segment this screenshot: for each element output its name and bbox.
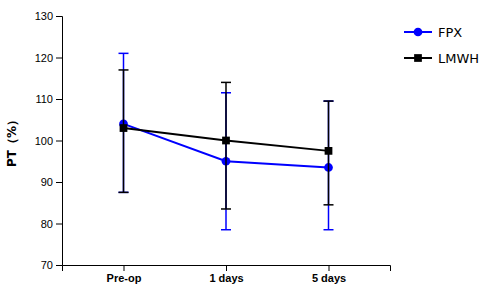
y-tick: 80 [41,218,62,230]
y-tick-label: 90 [41,176,53,188]
error-bar [324,101,334,230]
y-tick: 90 [41,176,62,188]
x-tick-label: 1 days [209,272,243,284]
y-axis: 70 80 90 100 110 120 130 [35,10,63,271]
error-bar-cap [119,53,129,55]
error-bar-stem [123,53,125,192]
y-tick: 110 [35,93,62,105]
x-tick-mark [226,265,227,271]
error-bar [119,70,129,192]
x-axis: Pre-op 1 days 5 days [63,265,391,284]
legend-label: LMWH [438,51,479,66]
error-bar [119,53,129,192]
error-bar [221,82,231,209]
y-axis-title: PT（%） [5,114,19,167]
y-tick-label: 70 [41,259,53,271]
error-bar-cap [119,69,129,71]
y-tick-label: 110 [35,93,53,105]
y-tick: 100 [35,135,62,147]
legend-label: FPX [438,25,462,40]
error-bar-stem [225,82,227,209]
y-tick-mark [56,141,62,142]
x-tick-label: Pre-op [107,272,142,284]
series [119,70,334,209]
x-tick-mark [329,265,330,271]
x-tick: Pre-op [107,265,142,284]
chart: 70 80 90 100 110 120 130 Pre-op 1 days 5 days PT（%… [0,0,500,301]
error-bar-cap [119,192,129,194]
y-axis-line [56,17,63,266]
legend-marker [414,54,422,62]
y-tick-mark [56,16,62,17]
error-bar-cap [324,204,334,206]
y-tick: 120 [35,52,62,64]
x-tick-label: 5 days [312,272,346,284]
error-bar-cap [324,100,334,102]
y-tick-mark [56,182,62,183]
x-tick-mark [124,265,125,271]
legend: FPX LMWH [404,25,479,66]
y-tick-label: 120 [35,52,53,64]
x-tick: 5 days [312,265,346,284]
y-tick-label: 100 [35,135,53,147]
error-bar-cap [324,229,334,231]
legend-marker [414,28,423,37]
plot-area: 70 80 90 100 110 120 130 Pre-op 1 days 5 days [35,10,391,284]
y-tick-label: 80 [41,218,53,230]
error-bar-cap [221,82,231,84]
y-tick: 70 [41,259,62,271]
error-bar-cap [119,192,129,194]
marker [325,147,333,155]
legend-item: LMWH [404,51,479,66]
x-tick: 1 days [209,265,243,284]
error-bar-cap [221,208,231,210]
y-tick: 130 [35,10,62,22]
error-bar-cap [221,229,231,231]
x-axis-line [63,266,391,272]
marker [120,124,128,132]
error-bar [324,101,334,205]
marker [222,137,230,145]
y-tick-mark [56,224,62,225]
y-tick-mark [56,58,62,59]
series [119,53,334,229]
error-bar-cap [324,100,334,102]
marks [119,53,334,229]
y-tick-mark [56,265,62,266]
error-bar-stem [328,101,330,230]
y-tick-label: 130 [35,10,53,22]
legend-item: FPX [404,25,462,40]
y-tick-mark [56,99,62,100]
